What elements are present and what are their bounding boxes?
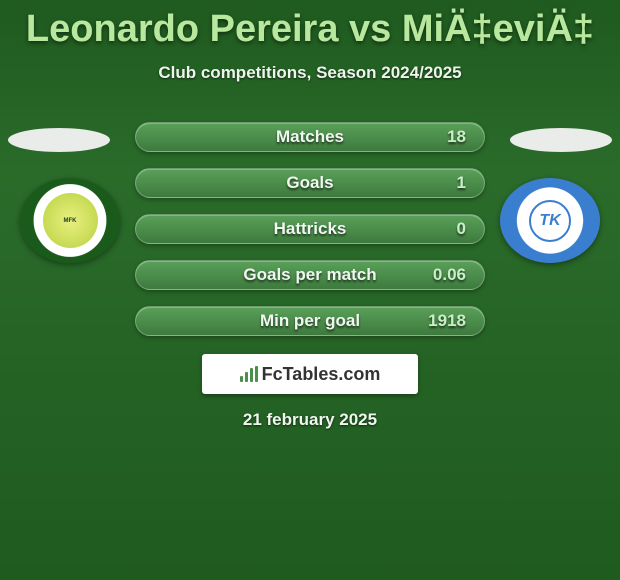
fctables-link[interactable]: FcTables.com	[202, 354, 418, 394]
fctables-label: FcTables.com	[262, 364, 381, 385]
stat-row-goals-per-match: Goals per match 0.06	[135, 260, 485, 290]
club-badge-left: MFK	[20, 178, 120, 263]
stat-value: 1918	[422, 311, 466, 331]
page-title: Leonardo Pereira vs MiÄ‡eviÄ‡	[0, 0, 620, 51]
stat-label: Goals	[198, 173, 422, 193]
stat-value: 0	[422, 219, 466, 239]
player-avatar-right	[510, 128, 612, 152]
stat-value: 18	[422, 127, 466, 147]
club-badge-right: TK	[500, 178, 600, 263]
stat-label: Matches	[198, 127, 422, 147]
stat-row-matches: Matches 18	[135, 122, 485, 152]
bar-chart-icon	[240, 366, 258, 382]
date-label: 21 february 2025	[0, 410, 620, 430]
stat-row-hattricks: Hattricks 0	[135, 214, 485, 244]
stats-panel: Matches 18 Goals 1 Hattricks 0 Goals per…	[135, 122, 485, 352]
stat-value: 1	[422, 173, 466, 193]
club-abbr-left: MFK	[64, 218, 77, 224]
club-abbr-right: TK	[539, 212, 560, 230]
stat-row-goals: Goals 1	[135, 168, 485, 198]
club-badge-right-inner: TK	[529, 200, 571, 242]
stat-label: Min per goal	[198, 311, 422, 331]
stat-label: Hattricks	[198, 219, 422, 239]
subtitle: Club competitions, Season 2024/2025	[0, 63, 620, 83]
club-badge-left-inner: MFK	[43, 193, 98, 248]
stat-value: 0.06	[422, 265, 466, 285]
stat-row-min-per-goal: Min per goal 1918	[135, 306, 485, 336]
player-avatar-left	[8, 128, 110, 152]
stat-label: Goals per match	[198, 265, 422, 285]
